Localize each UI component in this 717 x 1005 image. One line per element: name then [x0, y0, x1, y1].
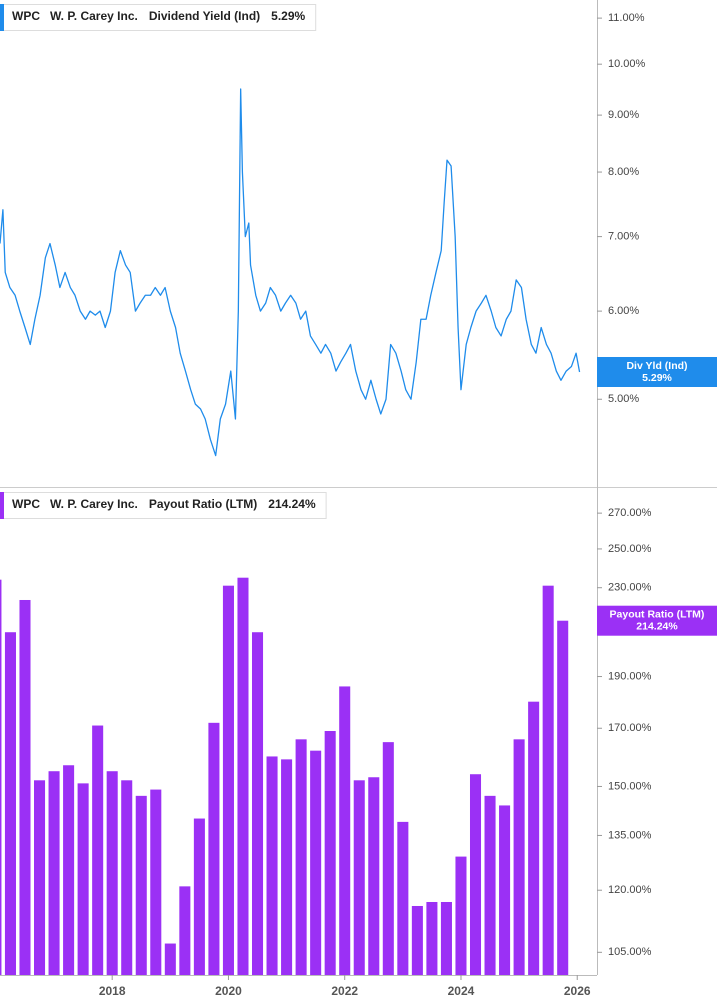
line-series: [0, 88, 581, 457]
plot-area: [0, 88, 581, 457]
x-tick-label: 2018: [99, 984, 126, 998]
bar: [19, 599, 31, 975]
bar: [135, 795, 147, 975]
y-tick-label: 250.00%: [608, 543, 652, 555]
y-tick-label: 135.00%: [608, 829, 652, 841]
y-tick-label: 8.00%: [608, 166, 639, 178]
y-tick-label: 150.00%: [608, 780, 652, 792]
x-tick-label: 2022: [331, 984, 358, 998]
bar: [92, 725, 104, 975]
bar: [440, 901, 452, 975]
bar: [499, 805, 511, 975]
bar: [4, 632, 16, 975]
y-tick-label: 190.00%: [608, 670, 652, 682]
bar: [324, 731, 336, 975]
legend-swatch: [0, 492, 4, 519]
y-tick-label: 9.00%: [608, 109, 639, 121]
bar: [48, 771, 60, 975]
badge-value: 214.24%: [636, 620, 678, 632]
bar: [339, 686, 351, 975]
y-tick-label: 10.00%: [608, 58, 646, 70]
bar: [150, 789, 162, 975]
bar: [484, 795, 496, 975]
bar: [368, 777, 380, 975]
bar: [251, 632, 264, 975]
y-tick-label: 5.00%: [608, 393, 639, 405]
x-tick-label: 2020: [215, 984, 242, 998]
value-badge: [597, 605, 717, 636]
legend-text: Dividend Yield (Ind): [149, 9, 260, 23]
bar: [164, 943, 176, 975]
legend-text: 214.24%: [268, 497, 316, 511]
bar: [411, 905, 423, 975]
bar: [542, 585, 554, 975]
bar: [0, 579, 2, 975]
y-tick-label: 270.00%: [608, 507, 652, 519]
y-tick-label: 11.00%: [608, 12, 645, 24]
bar: [455, 856, 467, 975]
bar: [77, 783, 89, 975]
bar: [63, 765, 75, 975]
bar: [528, 701, 540, 975]
y-tick-label: 120.00%: [608, 884, 652, 896]
bar: [426, 901, 438, 975]
bar: [353, 780, 365, 975]
y-tick-label: 170.00%: [608, 722, 652, 734]
legend-box: [0, 4, 317, 31]
bar: [557, 620, 569, 975]
badge-value: 5.29%: [642, 372, 672, 384]
y-tick-label: 7.00%: [608, 231, 639, 243]
legend-text: Payout Ratio (LTM): [149, 497, 257, 511]
legend-text: W. P. Carey Inc.: [50, 9, 138, 23]
bar: [237, 577, 249, 975]
legend-text: 5.29%: [271, 9, 305, 23]
bar: [310, 750, 322, 975]
badge-label: Div Yld (Ind): [626, 360, 687, 372]
bar: [179, 886, 191, 975]
bar: [513, 739, 525, 975]
legend-swatch: [0, 4, 4, 31]
bar: [295, 739, 307, 975]
bar: [281, 759, 293, 975]
legend-box: [0, 492, 327, 519]
y-tick-label: 230.00%: [608, 582, 652, 594]
y-tick-label: 6.00%: [608, 305, 639, 317]
plot-area: [0, 577, 569, 975]
legend-text: W. P. Carey Inc.: [50, 497, 138, 511]
bar: [266, 756, 278, 975]
y-tick-label: 105.00%: [608, 946, 652, 958]
legend-text: WPC: [12, 9, 40, 23]
bar: [34, 780, 46, 975]
bar: [121, 780, 133, 975]
bar: [208, 722, 220, 975]
legend-text: WPC: [12, 497, 40, 511]
bar: [106, 771, 118, 975]
bar: [222, 585, 234, 975]
bar: [382, 742, 394, 975]
bar: [397, 821, 409, 975]
bar: [193, 818, 205, 975]
bar: [469, 774, 482, 975]
badge-label: Payout Ratio (LTM): [610, 608, 705, 620]
x-tick-label: 2024: [448, 984, 475, 998]
value-badge: [597, 356, 717, 387]
x-tick-label: 2026: [564, 984, 591, 998]
